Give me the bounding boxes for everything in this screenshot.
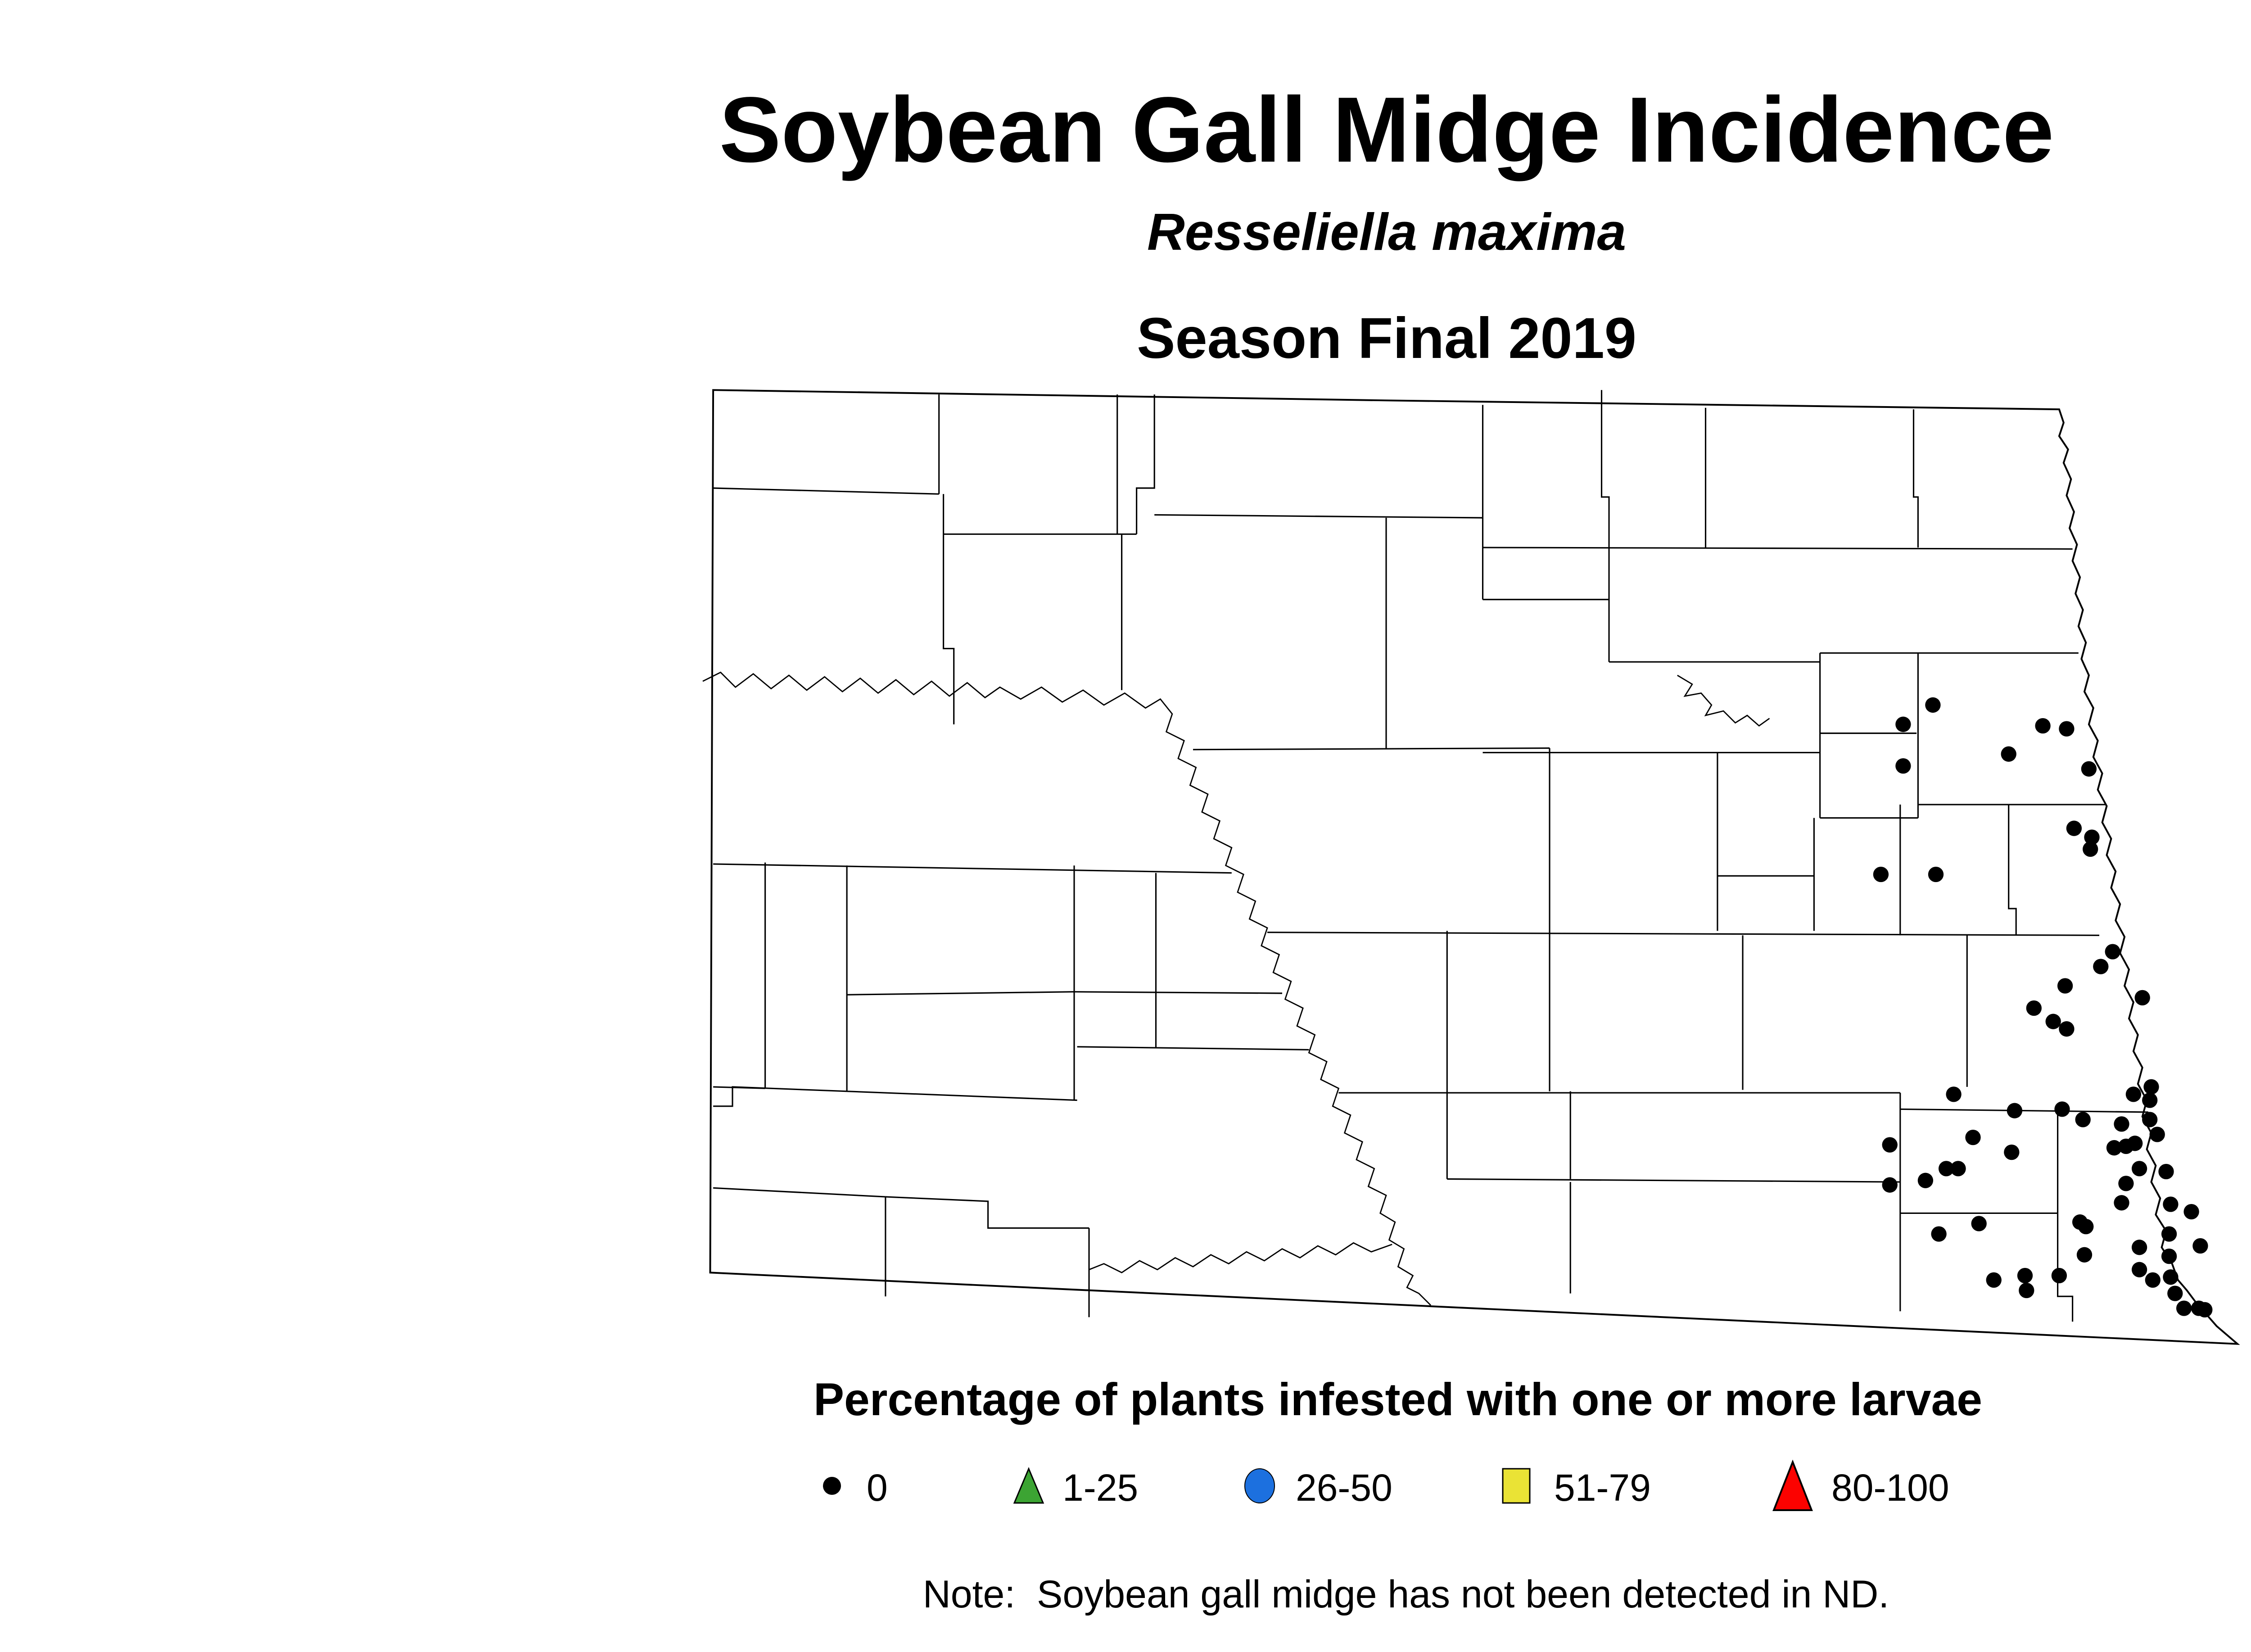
- map-data-point: [2158, 1163, 2174, 1180]
- map-dots: [1873, 697, 2213, 1318]
- map-data-point: [2131, 1161, 2147, 1177]
- map-data-point: [2163, 1269, 2179, 1285]
- missouri-river: [702, 671, 1431, 1306]
- map-data-point: [1873, 866, 1889, 883]
- map-data-point: [2093, 959, 2109, 974]
- map-data-point: [2035, 718, 2051, 734]
- map-data-point: [1917, 1172, 1934, 1188]
- map-data-point: [2197, 1302, 2213, 1318]
- legend-red-triangle-symbol: [1772, 1460, 1813, 1511]
- map-data-point: [2051, 1267, 2067, 1284]
- legend-title: Percentage of plants infested with one o…: [813, 1374, 1983, 1425]
- map-data-point: [2149, 1127, 2165, 1142]
- legend-label-26-50: 26-50: [1296, 1466, 1392, 1509]
- map-data-point: [1882, 1137, 1898, 1153]
- map-data-point: [2127, 1136, 2143, 1151]
- map-data-point: [2118, 1176, 2134, 1191]
- legend-label-1-25: 1-25: [1062, 1466, 1139, 1509]
- map-data-point: [2059, 1021, 2075, 1037]
- note-text: Note: Soybean gall midge has not been de…: [922, 1573, 1889, 1616]
- map-data-point: [2167, 1285, 2183, 1301]
- map-data-point: [2084, 829, 2100, 845]
- map-data-point: [1986, 1272, 2002, 1288]
- legend-label-0: 0: [867, 1466, 888, 1509]
- map-data-point: [2004, 1144, 2020, 1160]
- legend-label-80-100: 80-100: [1831, 1466, 1949, 1509]
- map-data-point: [2083, 841, 2098, 857]
- legend-yellow-square-symbol: [1502, 1468, 1531, 1504]
- map-data-point: [2114, 1116, 2129, 1132]
- map-data-point: [2106, 1140, 2122, 1156]
- map-data-point: [2075, 1112, 2091, 1127]
- map-data-point: [2078, 1218, 2094, 1235]
- season-label: Season Final 2019: [1137, 306, 1636, 371]
- legend-dot-symbol: [823, 1477, 841, 1495]
- devils-lake: [1677, 674, 1770, 727]
- map-data-point: [2134, 990, 2150, 1006]
- map-data-point: [2131, 1240, 2147, 1255]
- map-data-point: [2001, 746, 2016, 762]
- map-data-point: [1895, 716, 1911, 732]
- legend-blue-circle-symbol: [1244, 1468, 1275, 1503]
- map-data-point: [1931, 1226, 1947, 1242]
- map-data-point: [1882, 1177, 1898, 1193]
- map-data-point: [1938, 1161, 1954, 1177]
- map-data-point: [2026, 1000, 2042, 1016]
- map-data-point: [1928, 866, 1944, 883]
- map-data-point: [2059, 721, 2075, 737]
- page-title: Soybean Gall Midge Incidence: [719, 78, 2054, 181]
- map-data-point: [1950, 1161, 1966, 1177]
- map-data-point: [2076, 1247, 2093, 1263]
- map-data-point: [2131, 1262, 2147, 1277]
- map-data-point: [2143, 1079, 2159, 1095]
- map-data-point: [2057, 978, 2073, 994]
- page-subtitle: Resseliella maxima: [1147, 203, 1627, 261]
- map-data-point: [2192, 1238, 2208, 1254]
- map-data-point: [1946, 1086, 1962, 1102]
- map-data-point: [2066, 820, 2082, 836]
- map-data-point: [2081, 761, 2097, 777]
- map-data-point: [2105, 944, 2120, 960]
- cannonball-river: [1089, 1242, 1392, 1274]
- map-data-point: [2017, 1267, 2033, 1284]
- map-data-point: [2125, 1086, 2142, 1102]
- legend-label-51-79: 51-79: [1554, 1466, 1651, 1509]
- map-data-point: [2054, 1101, 2070, 1117]
- map-data-point: [2161, 1248, 2177, 1264]
- map-data-point: [2183, 1204, 2199, 1220]
- map-data-point: [2145, 1272, 2161, 1288]
- map-data-point: [1965, 1129, 1981, 1145]
- map-data-point: [2142, 1092, 2158, 1108]
- county-boundaries: [713, 390, 2148, 1322]
- map-data-point: [2045, 1014, 2061, 1029]
- map-data-point: [2176, 1300, 2192, 1316]
- map-data-point: [1971, 1216, 1987, 1231]
- map-data-point: [1925, 697, 1941, 713]
- map-data-point: [1895, 758, 1911, 774]
- map-data-point: [2114, 1195, 2129, 1211]
- legend-green-triangle-symbol: [1013, 1467, 1044, 1504]
- map-data-point: [2161, 1226, 2177, 1242]
- map-data-point: [2007, 1103, 2023, 1118]
- map-data-point: [2142, 1112, 2158, 1127]
- map-data-point: [2163, 1196, 2179, 1212]
- map-data-point: [2019, 1282, 2034, 1299]
- nd-county-map: [702, 389, 2240, 1345]
- river-lines: [702, 671, 1770, 1306]
